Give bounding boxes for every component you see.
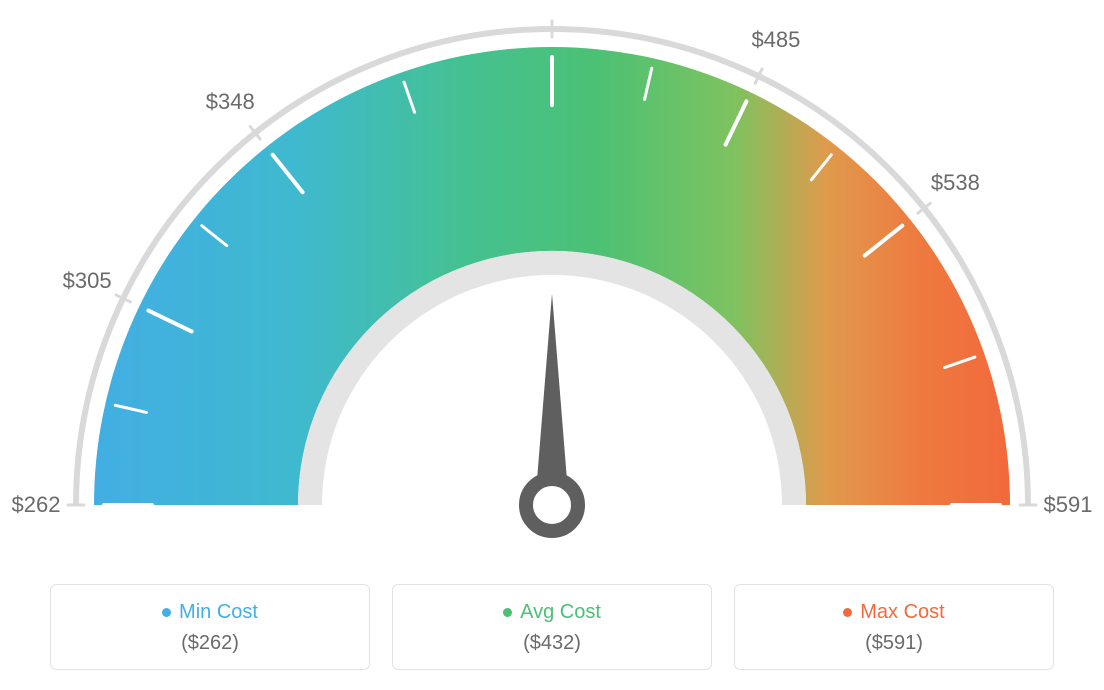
gauge-tick-label: $348 bbox=[206, 89, 255, 115]
legend-title-max: Max Cost bbox=[843, 601, 944, 624]
legend-dot-max bbox=[843, 608, 852, 617]
gauge-tick-label: $262 bbox=[12, 492, 61, 518]
legend-dot-min bbox=[162, 608, 171, 617]
legend-label-min: Min Cost bbox=[179, 601, 258, 624]
legend-title-min: Min Cost bbox=[162, 601, 258, 624]
legend-dot-avg bbox=[503, 608, 512, 617]
legend-row: Min Cost ($262) Avg Cost ($432) Max Cost… bbox=[0, 584, 1104, 670]
legend-value-max: ($591) bbox=[745, 632, 1043, 655]
gauge-tick-label: $538 bbox=[931, 170, 980, 196]
legend-card-avg: Avg Cost ($432) bbox=[392, 584, 712, 670]
gauge-tick-label: $432 bbox=[528, 0, 577, 2]
legend-value-min: ($262) bbox=[61, 632, 359, 655]
legend-title-avg: Avg Cost bbox=[503, 601, 601, 624]
gauge-area: $262 $305 $348 $432 $485 $538 $591 bbox=[0, 0, 1104, 560]
cost-gauge-container: $262 $305 $348 $432 $485 $538 $591 Min Cost ($… bbox=[0, 0, 1104, 690]
gauge-tick-label: $485 bbox=[751, 27, 800, 53]
legend-label-avg: Avg Cost bbox=[520, 601, 601, 624]
gauge-tick-label: $591 bbox=[1044, 492, 1093, 518]
legend-card-min: Min Cost ($262) bbox=[50, 584, 370, 670]
legend-card-max: Max Cost ($591) bbox=[734, 584, 1054, 670]
gauge-tick-label: $305 bbox=[63, 268, 112, 294]
legend-value-avg: ($432) bbox=[403, 632, 701, 655]
gauge-svg bbox=[0, 0, 1104, 570]
legend-label-max: Max Cost bbox=[860, 601, 944, 624]
